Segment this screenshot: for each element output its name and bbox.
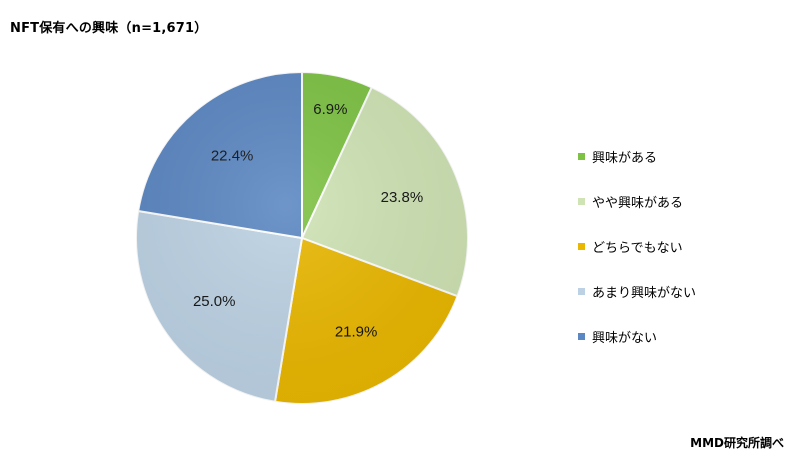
- chart-legend: 興味があるやや興味がある どちらでもない あまり興味がない 興味がない: [578, 134, 696, 359]
- legend-item-3: どちらでもない: [578, 224, 696, 269]
- legend-item-2: やや興味がある: [578, 179, 696, 224]
- legend-label: 興味がない: [592, 331, 658, 346]
- legend-item-5: 興味がない: [578, 314, 696, 359]
- legend-swatch: [578, 243, 585, 250]
- data-label-1: 6.9%: [313, 101, 347, 118]
- legend-swatch: [578, 288, 585, 295]
- legend-label: どちらでもない: [592, 241, 683, 256]
- legend-label: やや興味がある: [592, 196, 684, 211]
- legend-item-1: 興味がある: [578, 134, 696, 179]
- data-label-2: 23.8%: [381, 189, 424, 206]
- legend-swatch: [578, 153, 585, 160]
- data-label-4: 25.0%: [193, 293, 236, 310]
- source-note: MMD研究所調べ: [690, 436, 784, 450]
- legend-item-4: あまり興味がない: [578, 269, 696, 314]
- legend-label: あまり興味がない: [592, 286, 697, 301]
- chart-title: NFT保有への興味（n=1,671）: [10, 21, 208, 36]
- data-label-5: 22.4%: [211, 148, 254, 165]
- legend-label: 興味がある: [592, 151, 658, 166]
- legend-swatch: [578, 198, 585, 205]
- legend-swatch: [578, 333, 585, 340]
- data-label-3: 21.9%: [335, 323, 378, 340]
